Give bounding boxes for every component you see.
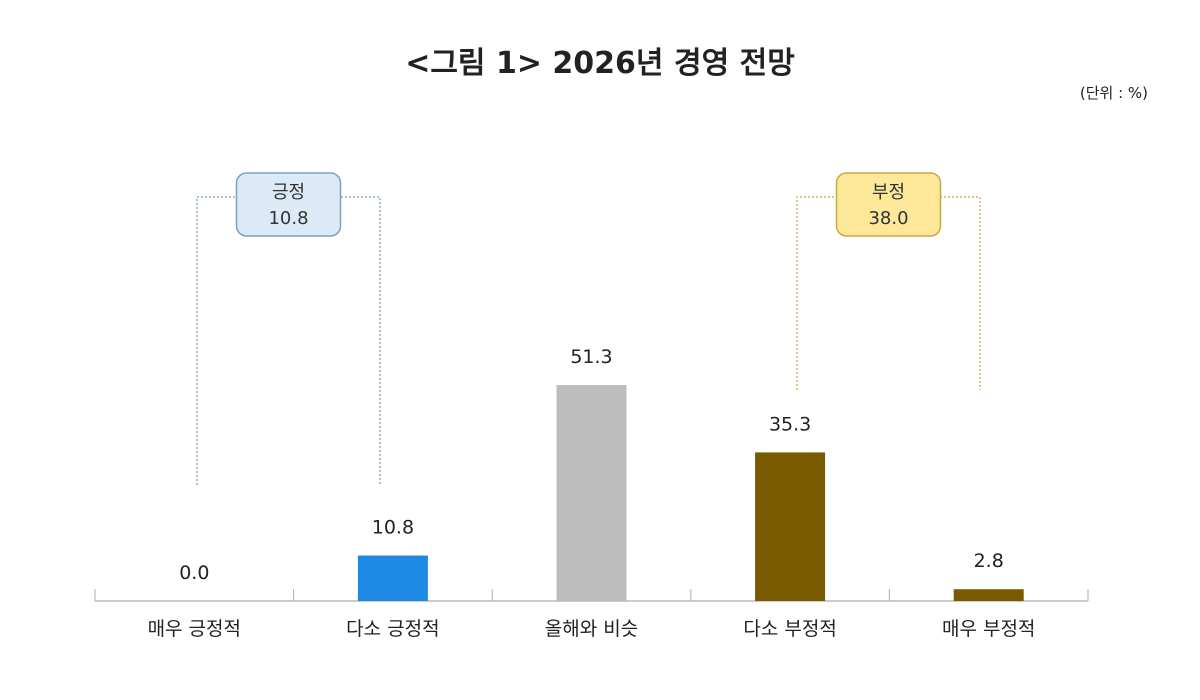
- unit-label: (단위 : %): [1079, 84, 1148, 102]
- group-value-2: 38.0: [868, 208, 908, 229]
- group-bracket-1: [196, 196, 381, 485]
- category-label-3: 올해와 비슷: [545, 618, 638, 640]
- bar-4: [755, 452, 826, 601]
- data-label-3: 51.3: [570, 346, 612, 368]
- group-label-1: 긍정: [272, 182, 305, 203]
- category-label-2: 다소 긍정적: [346, 618, 439, 640]
- data-label-4: 35.3: [769, 413, 811, 435]
- category-label-4: 다소 부정적: [743, 618, 836, 640]
- category-label-1: 매우 긍정적: [148, 618, 241, 640]
- group-label-2: 부정: [872, 182, 905, 203]
- bar-2: [357, 555, 428, 601]
- bar-3: [556, 385, 627, 601]
- group-box-1: [235, 172, 342, 237]
- group-box-2: [835, 172, 942, 237]
- data-label-5: 2.8: [974, 550, 1004, 572]
- bar-5: [953, 589, 1024, 601]
- category-label-5: 매우 부정적: [942, 618, 1035, 640]
- data-label-1: 0.0: [179, 562, 209, 584]
- chart-title: <그림 1> 2026년 경영 전망: [405, 46, 795, 81]
- group-value-1: 10.8: [268, 208, 308, 229]
- data-label-2: 10.8: [372, 517, 414, 539]
